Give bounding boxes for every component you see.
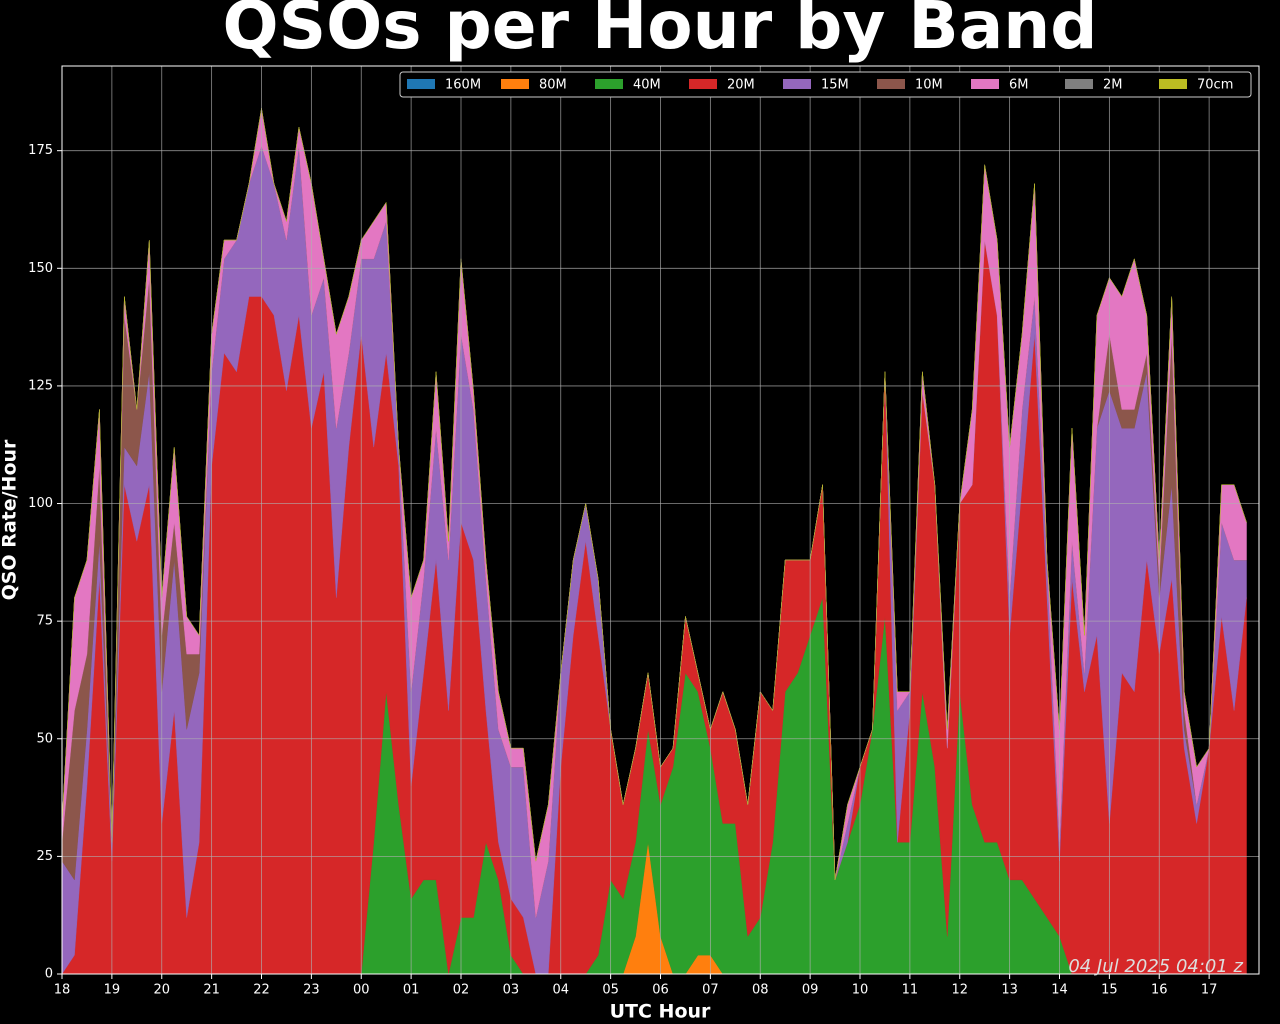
legend-swatch bbox=[971, 79, 999, 89]
y-tick-label: 25 bbox=[36, 849, 53, 864]
x-tick-label: 19 bbox=[104, 983, 121, 998]
x-tick-label: 06 bbox=[652, 983, 669, 998]
axes: 0 25 50 75 100 125 150 175 18 19 20 21 22 23 00 01 02 03 0… bbox=[28, 143, 1217, 997]
x-tick-label: 18 bbox=[54, 983, 71, 998]
legend-swatch bbox=[501, 79, 529, 89]
x-tick-label: 12 bbox=[951, 983, 968, 998]
legend-swatch bbox=[783, 79, 811, 89]
y-axis-label: QSO Rate/Hour bbox=[0, 439, 21, 600]
legend-label: 10M bbox=[915, 78, 943, 93]
legend-label: 6M bbox=[1009, 78, 1029, 93]
legend-swatch bbox=[595, 79, 623, 89]
y-tick-label: 75 bbox=[36, 614, 53, 629]
x-tick-label: 22 bbox=[253, 983, 270, 998]
legend: 160M 80M 40M 20M 15M 10M 6M 2M 70cm bbox=[399, 71, 1252, 98]
x-tick-label: 00 bbox=[353, 983, 370, 998]
x-tick-label: 05 bbox=[602, 983, 619, 998]
legend-swatch bbox=[877, 79, 905, 89]
x-tick-label: 10 bbox=[852, 983, 869, 998]
x-tick-label: 07 bbox=[702, 983, 719, 998]
y-tick-label: 175 bbox=[28, 143, 53, 158]
legend-label: 2M bbox=[1103, 78, 1123, 93]
x-tick-label: 23 bbox=[303, 983, 320, 998]
legend-label: 160M bbox=[445, 78, 481, 93]
x-tick-label: 09 bbox=[802, 983, 819, 998]
area-8 bbox=[61, 108, 1247, 880]
x-tick-label: 04 bbox=[552, 983, 569, 998]
legend-label: 40M bbox=[633, 78, 661, 93]
legend-label: 15M bbox=[821, 78, 849, 93]
legend-swatch bbox=[407, 79, 435, 89]
y-tick-label: 100 bbox=[28, 496, 53, 511]
x-tick-label: 03 bbox=[503, 983, 520, 998]
x-tick-label: 08 bbox=[752, 983, 769, 998]
legend-label: 70cm bbox=[1197, 78, 1233, 93]
x-tick-label: 21 bbox=[203, 983, 220, 998]
x-tick-label: 17 bbox=[1201, 983, 1218, 998]
x-tick-label: 14 bbox=[1051, 983, 1068, 998]
y-tick-label: 0 bbox=[45, 967, 53, 982]
timestamp-annotation: 04 Jul 2025 04:01 z bbox=[1068, 956, 1243, 977]
legend-label: 20M bbox=[727, 78, 755, 93]
x-tick-label: 15 bbox=[1101, 983, 1118, 998]
y-tick-label: 125 bbox=[28, 378, 53, 393]
y-tick-label: 50 bbox=[36, 731, 53, 746]
x-tick-label: 02 bbox=[453, 983, 470, 998]
x-tick-label: 11 bbox=[902, 983, 919, 998]
legend-swatch bbox=[689, 79, 717, 89]
x-tick-label: 01 bbox=[403, 983, 420, 998]
x-tick-label: 13 bbox=[1001, 983, 1018, 998]
legend-swatch bbox=[1065, 79, 1093, 89]
x-tick-label: 20 bbox=[153, 983, 170, 998]
legend-swatch bbox=[1159, 79, 1187, 89]
x-axis-label: UTC Hour bbox=[610, 1001, 711, 1023]
y-tick-label: 150 bbox=[28, 261, 53, 276]
legend-box bbox=[399, 71, 1252, 98]
x-tick-label: 16 bbox=[1151, 983, 1168, 998]
legend-label: 80M bbox=[539, 78, 567, 93]
chart-title: QSOs per Hour by Band bbox=[223, 0, 1098, 64]
